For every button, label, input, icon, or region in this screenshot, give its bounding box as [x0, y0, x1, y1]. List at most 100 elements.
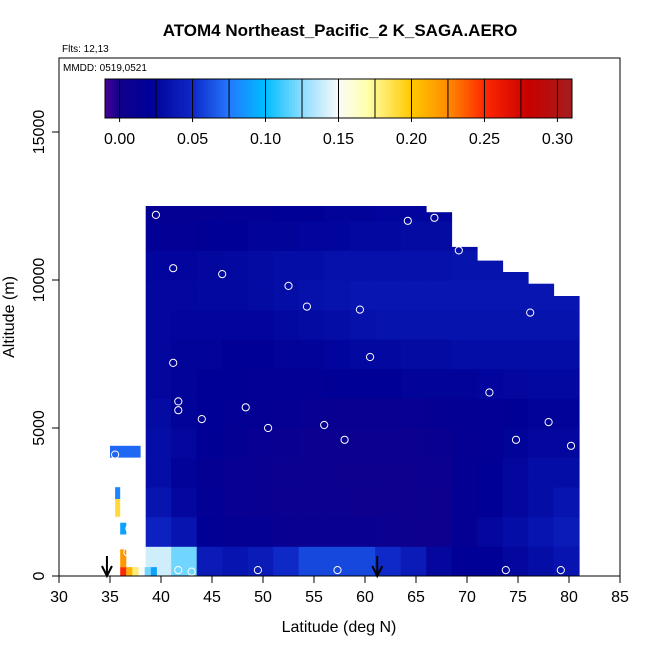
heat-cell [502, 339, 529, 370]
profile-points-layer [111, 210, 592, 576]
heat-cell [247, 220, 274, 251]
y-tick-label: 5000 [31, 410, 48, 446]
heat-cell [145, 309, 172, 340]
heat-cell [145, 457, 172, 488]
heat-cell [400, 339, 427, 370]
heat-cell [145, 280, 172, 310]
heat-cell [426, 546, 453, 577]
x-tick-label: 80 [560, 589, 578, 606]
heat-cell [349, 487, 376, 518]
heat-cell [324, 250, 351, 281]
heat-cell [477, 280, 504, 310]
profile-point [544, 418, 553, 427]
heat-cell [349, 250, 376, 281]
heat-cell [222, 516, 249, 547]
heat-cell [426, 428, 453, 458]
heat-cell [222, 206, 249, 222]
heat-cell [375, 368, 402, 399]
colorbar-tick-label: 0.15 [323, 131, 354, 148]
lat-arrow [101, 556, 113, 579]
heat-cell [400, 516, 427, 547]
heat-cell [247, 428, 274, 458]
heat-cell [400, 368, 427, 399]
heat-cell [171, 516, 198, 547]
y-tick-label: 10000 [31, 258, 48, 303]
heat-cell [273, 280, 300, 310]
heat-cell [451, 368, 478, 399]
heat-cell [451, 246, 478, 251]
heat-cell [502, 546, 529, 577]
heat-cell [171, 487, 198, 518]
heat-cell [502, 368, 529, 399]
y-axis-label: Altitude (m) [1, 276, 18, 358]
heat-cell [171, 309, 198, 340]
heat-cell [349, 368, 376, 399]
heat-cell [132, 567, 139, 576]
profile-point [340, 435, 349, 444]
profile-point [253, 566, 262, 575]
heat-cell [196, 487, 223, 518]
heat-cell [196, 546, 223, 577]
heat-cell [375, 250, 402, 281]
heat-cell [553, 398, 580, 429]
heat-cell [196, 516, 223, 547]
heat-cell [426, 212, 453, 222]
heat-cell [247, 457, 274, 488]
heat-cell [400, 398, 427, 429]
heat-cell [171, 206, 198, 222]
heat-cell [145, 516, 172, 547]
heat-cell [145, 487, 172, 518]
heat-cell [324, 368, 351, 399]
heat-cell [145, 398, 172, 429]
profile-point [174, 397, 183, 406]
y-tick-label: 15000 [31, 110, 48, 155]
heat-cell [477, 260, 504, 281]
heat-cell [553, 339, 580, 370]
heat-cell [528, 457, 555, 488]
heat-cell [247, 487, 274, 518]
heat-cell [400, 457, 427, 488]
heat-cell [298, 487, 325, 518]
profile-point [333, 566, 342, 575]
heat-cell [171, 368, 198, 399]
profile-point [241, 403, 250, 412]
profile-point [111, 450, 120, 459]
heat-cell [375, 428, 402, 458]
heat-cell [145, 250, 172, 281]
profile-point [511, 435, 521, 444]
heat-cell [273, 428, 300, 458]
heat-cell [196, 457, 223, 488]
heat-cell [349, 516, 376, 547]
heat-cell [196, 339, 223, 370]
x-tick-label: 85 [611, 589, 629, 606]
heat-cell [273, 487, 300, 518]
heat-cell [222, 309, 249, 340]
heat-cell [477, 546, 504, 577]
colorbar-tick-label: 0.00 [104, 131, 135, 148]
heat-cell [145, 206, 172, 222]
heat-cell [375, 516, 402, 547]
heat-cell [375, 309, 402, 340]
heat-cell [349, 339, 376, 370]
heat-cell [477, 309, 504, 340]
profile-point [174, 566, 183, 575]
heat-cell [502, 516, 529, 547]
heat-cell [477, 398, 504, 429]
heat-cell [120, 522, 127, 535]
x-tick-label: 65 [407, 589, 425, 606]
heat-cell [324, 206, 351, 222]
heat-cell [451, 546, 478, 577]
heat-cell [528, 309, 555, 340]
heat-cell [222, 487, 249, 518]
heat-cell [247, 546, 274, 577]
heat-cell [115, 487, 121, 499]
heat-cell [451, 516, 478, 547]
heat-cell [426, 220, 453, 251]
colorbar: 0.00 0.05 0.10 0.15 0.20 0.25 0.30 [104, 78, 573, 148]
heat-cell [324, 280, 351, 310]
heat-cell [375, 487, 402, 518]
heat-cell [451, 428, 478, 458]
heat-cell [375, 457, 402, 488]
heat-cell [324, 339, 351, 370]
